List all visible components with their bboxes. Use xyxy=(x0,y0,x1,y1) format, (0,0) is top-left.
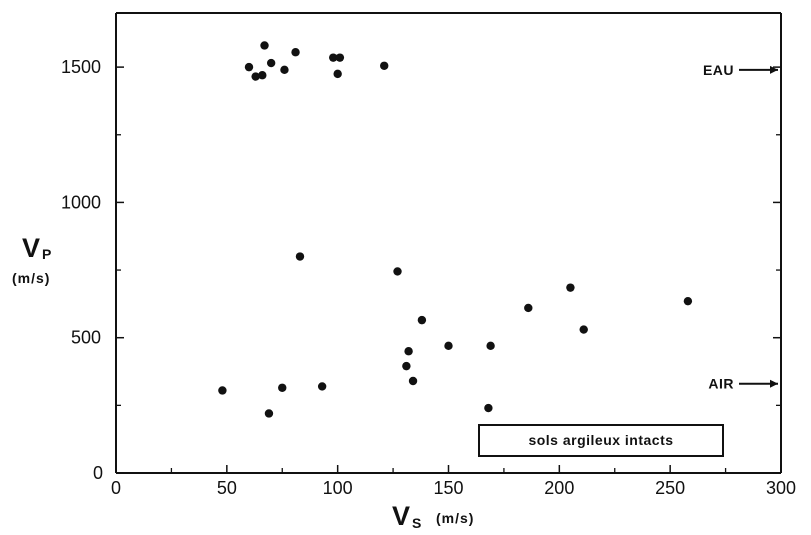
scatter-point xyxy=(402,361,411,371)
scatter-point xyxy=(280,65,289,75)
annotation-arrow-head xyxy=(770,379,778,388)
x-tick-label: 100 xyxy=(323,478,353,498)
scatter-point xyxy=(264,409,274,418)
legend-box: sols argileux intacts xyxy=(478,424,724,457)
scatter-point xyxy=(278,383,287,392)
scatter-point xyxy=(258,71,267,80)
scatter-point xyxy=(260,41,269,50)
y-axis-unit: (m/s) xyxy=(12,270,50,286)
axes-layer xyxy=(115,12,782,474)
scatter-point xyxy=(317,382,327,391)
scatter-point xyxy=(417,315,427,325)
y-tick-label: 0 xyxy=(93,463,103,483)
scatter-point xyxy=(408,376,418,386)
x-tick-label: 250 xyxy=(655,478,685,498)
scatter-point xyxy=(579,325,588,334)
y-tick-label: 1500 xyxy=(61,57,101,77)
x-tick-label: 200 xyxy=(544,478,574,498)
x-tick-label: 50 xyxy=(217,478,237,498)
y-tick-label: 500 xyxy=(71,328,101,348)
scatter-point xyxy=(333,69,342,79)
scatter-point xyxy=(484,403,493,413)
legend-border xyxy=(478,424,724,457)
scatter-point xyxy=(486,341,495,351)
x-axis-title: V S (m/s) xyxy=(392,501,474,531)
scatter-point xyxy=(329,53,338,62)
scatter-point xyxy=(291,48,300,57)
scatter-point xyxy=(295,252,305,261)
scatter-point xyxy=(380,61,389,70)
scatter-point xyxy=(566,283,575,292)
scatter-point xyxy=(266,58,276,68)
x-axis-subscript: S xyxy=(412,515,421,530)
scatter-point xyxy=(444,341,453,351)
y-axis-title: V P (m/s) xyxy=(12,233,51,286)
scatter-point xyxy=(335,53,345,62)
scatter-point xyxy=(393,267,402,276)
ticks-layer: 0 50 100 150 200 250 300 0 500 1000 1500 xyxy=(61,57,796,498)
scatter-point xyxy=(251,72,260,81)
x-axis-symbol: V xyxy=(392,501,410,530)
x-tick-label: 300 xyxy=(766,478,796,498)
annotation-label: EAU xyxy=(703,62,734,78)
y-axis-symbol: V xyxy=(22,233,40,263)
x-tick-label: 150 xyxy=(433,478,463,498)
y-axis-subscript: P xyxy=(42,246,51,262)
scatter-point xyxy=(524,303,533,313)
annotation-label: AIR xyxy=(708,376,734,392)
legend-label: sols argileux intacts xyxy=(528,432,673,448)
scatter-point xyxy=(244,62,254,72)
scatter-point xyxy=(683,296,693,306)
annotation-arrow-head xyxy=(770,65,778,74)
x-tick-label: 0 xyxy=(111,478,121,498)
scatter-point xyxy=(218,386,227,395)
points-layer xyxy=(218,41,693,418)
x-axis-unit: (m/s) xyxy=(436,510,474,526)
y-tick-label: 1000 xyxy=(61,192,101,212)
scatter-point xyxy=(404,347,413,356)
annotation-layer: EAU AIR xyxy=(703,62,778,392)
